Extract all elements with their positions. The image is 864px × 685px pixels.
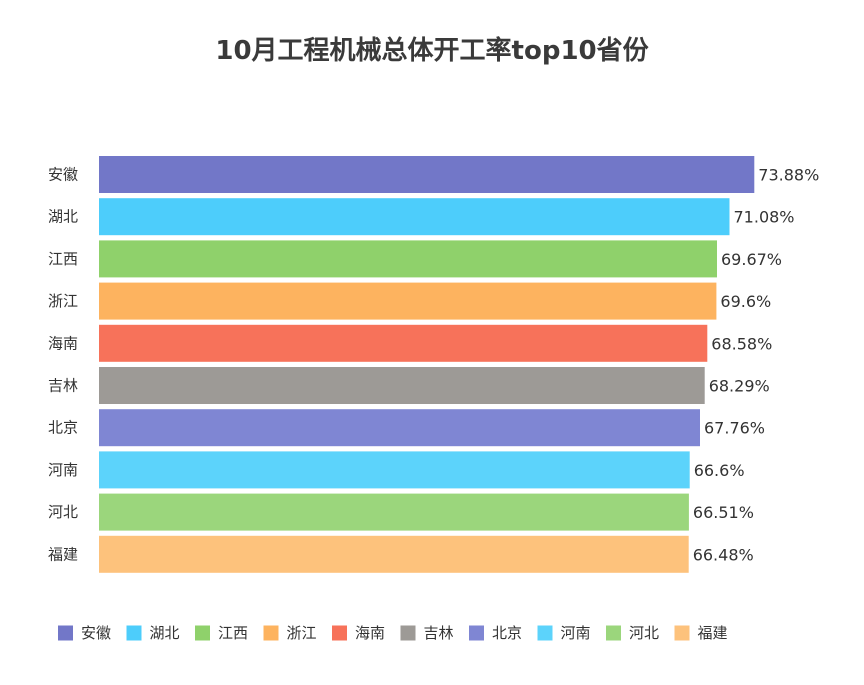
bar-3 — [99, 240, 717, 278]
category-label: 海南 — [48, 334, 78, 352]
bar-9 — [99, 493, 689, 531]
legend-label[interactable]: 海南 — [355, 624, 385, 642]
category-label: 安徽 — [48, 166, 78, 184]
category-label: 浙江 — [48, 292, 78, 310]
category-label: 吉林 — [48, 377, 78, 395]
bar-4 — [99, 282, 717, 320]
legend-swatch — [674, 625, 690, 641]
legend-label[interactable]: 北京 — [492, 624, 522, 642]
legend-label[interactable]: 浙江 — [287, 624, 317, 642]
bar-2 — [99, 198, 730, 236]
category-label: 江西 — [48, 250, 78, 268]
legend-label[interactable]: 江西 — [218, 624, 248, 642]
legend-swatch — [58, 625, 73, 641]
value-label: 69.6% — [720, 292, 771, 311]
bars-group: 安徽 73.88% 湖北 71.08% 江西 69.67% 浙江 69.6% 海南 68.58% 吉… — [48, 156, 819, 573]
legend-label[interactable]: 安徽 — [81, 624, 111, 642]
value-label: 67.76% — [704, 419, 765, 438]
bar-5 — [99, 324, 708, 362]
legend-label[interactable]: 河南 — [561, 624, 591, 642]
legend-swatch — [126, 625, 142, 641]
category-label: 河南 — [48, 461, 78, 479]
category-label: 北京 — [48, 419, 78, 437]
category-label: 河北 — [48, 503, 78, 521]
legend: 安徽 湖北 江西 浙江 海南 吉林 北京 河南 河北 福建 — [58, 624, 728, 642]
legend-swatch — [195, 625, 210, 641]
bar-7 — [99, 409, 700, 447]
bar-1 — [99, 156, 755, 193]
value-label: 73.88% — [758, 166, 819, 185]
bar-6 — [99, 367, 705, 404]
value-label: 71.08% — [734, 208, 795, 227]
category-label: 福建 — [48, 545, 78, 563]
legend-label[interactable]: 湖北 — [150, 624, 180, 642]
legend-swatch — [332, 625, 347, 641]
value-label: 68.29% — [709, 377, 770, 396]
legend-swatch — [606, 625, 621, 641]
legend-swatch — [469, 625, 484, 641]
value-label: 68.58% — [711, 334, 772, 353]
value-label: 69.67% — [721, 250, 782, 269]
legend-swatch — [537, 625, 553, 641]
value-label: 66.6% — [694, 461, 745, 480]
bar-10 — [99, 535, 689, 573]
value-label: 66.51% — [693, 503, 754, 522]
bar-8 — [99, 451, 690, 489]
value-label: 66.48% — [693, 545, 754, 564]
chart-title: 10月工程机械总体开工率top10省份 — [215, 36, 649, 66]
legend-swatch — [263, 625, 279, 641]
legend-label[interactable]: 吉林 — [424, 624, 454, 642]
category-label: 湖北 — [48, 208, 78, 226]
legend-label[interactable]: 河北 — [629, 624, 659, 642]
legend-swatch — [400, 625, 416, 641]
legend-label[interactable]: 福建 — [698, 624, 728, 642]
